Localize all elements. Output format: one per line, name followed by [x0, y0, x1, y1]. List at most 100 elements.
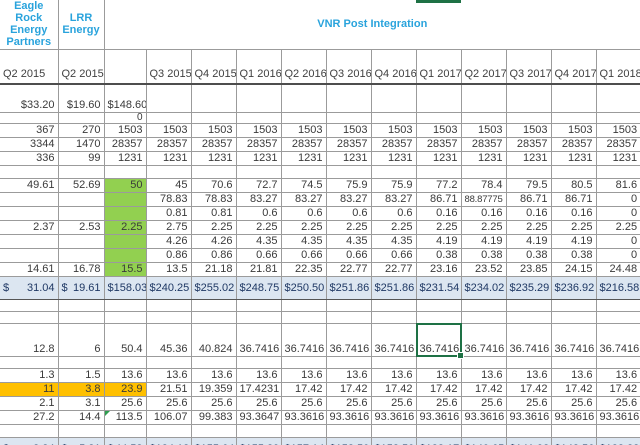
cell[interactable]: 14.4: [57, 410, 105, 425]
cell[interactable]: [505, 299, 552, 312]
cell[interactable]: 1503: [550, 123, 597, 138]
cell[interactable]: [460, 356, 507, 369]
cell[interactable]: [145, 311, 192, 324]
cell[interactable]: [460, 299, 507, 312]
cell[interactable]: $255.02: [190, 276, 237, 300]
column-header[interactable]: Q3 2017: [505, 49, 552, 85]
cell[interactable]: [280, 83, 327, 113]
cell[interactable]: 25.6: [190, 396, 237, 411]
cell[interactable]: 75.9: [370, 178, 417, 193]
column-header[interactable]: Q2 2017: [460, 49, 507, 85]
cell[interactable]: 17.42: [460, 382, 507, 397]
cell[interactable]: 3344: [0, 137, 59, 152]
cell[interactable]: 49.61: [0, 178, 59, 193]
cell[interactable]: [550, 424, 597, 438]
cell[interactable]: [0, 192, 59, 207]
cell[interactable]: [325, 165, 372, 179]
cell[interactable]: 1231: [145, 151, 192, 166]
cell[interactable]: 2.25: [235, 220, 282, 235]
cell[interactable]: 1231: [505, 151, 552, 166]
cell[interactable]: [550, 299, 597, 312]
cell[interactable]: 28357: [415, 137, 462, 152]
cell[interactable]: 28357: [103, 137, 147, 152]
cell[interactable]: 4.26: [145, 234, 192, 249]
cell[interactable]: [325, 299, 372, 312]
cell[interactable]: 72.7: [235, 178, 282, 193]
cell[interactable]: 36.7416: [235, 323, 282, 357]
cell[interactable]: 83.27: [325, 192, 372, 207]
cell[interactable]: [460, 424, 507, 438]
cell[interactable]: 28357: [145, 137, 192, 152]
cell[interactable]: [0, 112, 59, 124]
cell[interactable]: 19.359: [190, 382, 237, 397]
cell[interactable]: $141.93: [505, 437, 552, 445]
cell[interactable]: [103, 356, 147, 369]
cell[interactable]: 13.6: [325, 368, 372, 383]
cell[interactable]: [595, 424, 640, 438]
cell[interactable]: 0.81: [190, 206, 237, 221]
cell[interactable]: [103, 206, 147, 221]
cell[interactable]: 50: [103, 178, 147, 193]
cell[interactable]: [370, 424, 417, 438]
cell[interactable]: 25.6: [103, 396, 147, 411]
cell[interactable]: 25.6: [460, 396, 507, 411]
cell[interactable]: 2.25: [103, 220, 147, 235]
cell[interactable]: 99: [57, 151, 105, 166]
cell[interactable]: [505, 356, 552, 369]
cell[interactable]: $143.56: [550, 437, 597, 445]
cell[interactable]: $31.04: [0, 276, 59, 300]
cell[interactable]: 1231: [325, 151, 372, 166]
cell[interactable]: 25.6: [280, 396, 327, 411]
cell[interactable]: 28357: [370, 137, 417, 152]
cell[interactable]: 106.07: [145, 410, 192, 425]
cell[interactable]: $138.17: [415, 437, 462, 445]
cell[interactable]: [415, 165, 462, 179]
column-header[interactable]: Q1 2018: [595, 49, 640, 85]
cell[interactable]: [415, 424, 462, 438]
column-header[interactable]: Q4 2016: [370, 49, 417, 85]
cell[interactable]: [235, 83, 282, 113]
cell[interactable]: [550, 311, 597, 324]
cell[interactable]: 24.48: [595, 262, 640, 277]
cell[interactable]: [145, 112, 192, 124]
cell[interactable]: 28357: [595, 137, 640, 152]
cell[interactable]: 45.36: [145, 323, 192, 357]
cell[interactable]: [0, 311, 59, 324]
cell[interactable]: 2.25: [415, 220, 462, 235]
cell[interactable]: [57, 311, 105, 324]
cell[interactable]: $235.29: [505, 276, 552, 300]
cell[interactable]: 70.6: [190, 178, 237, 193]
cell[interactable]: 88.87775: [460, 192, 507, 207]
cell[interactable]: [280, 311, 327, 324]
cell[interactable]: [0, 248, 59, 263]
cell[interactable]: 28357: [235, 137, 282, 152]
group-header[interactable]: LRR Energy: [57, 0, 105, 50]
fill-handle[interactable]: [456, 352, 464, 359]
cell[interactable]: 93.3616: [505, 410, 552, 425]
cell[interactable]: [370, 299, 417, 312]
cell[interactable]: 83.27: [370, 192, 417, 207]
cell[interactable]: 4.19: [415, 234, 462, 249]
cell[interactable]: 1503: [595, 123, 640, 138]
cell[interactable]: [370, 356, 417, 369]
cell[interactable]: [235, 299, 282, 312]
cell[interactable]: [57, 234, 105, 249]
cell[interactable]: 2.25: [325, 220, 372, 235]
cell[interactable]: 3.8: [57, 382, 105, 397]
cell[interactable]: 93.3616: [550, 410, 597, 425]
cell[interactable]: 0.86: [190, 248, 237, 263]
cell[interactable]: [370, 112, 417, 124]
cell[interactable]: 12.8: [0, 323, 59, 357]
cell[interactable]: 21.18: [190, 262, 237, 277]
cell[interactable]: 1231: [595, 151, 640, 166]
cell[interactable]: 36.7416: [460, 323, 507, 357]
cell[interactable]: 0: [595, 206, 640, 221]
cell[interactable]: 13.6: [103, 368, 147, 383]
cell[interactable]: 17.42: [550, 382, 597, 397]
cell[interactable]: 2.25: [550, 220, 597, 235]
cell[interactable]: 93.3616: [280, 410, 327, 425]
cell[interactable]: $251.86: [370, 276, 417, 300]
cell[interactable]: 93.3616: [370, 410, 417, 425]
cell[interactable]: 1503: [103, 123, 147, 138]
cell[interactable]: [0, 299, 59, 312]
